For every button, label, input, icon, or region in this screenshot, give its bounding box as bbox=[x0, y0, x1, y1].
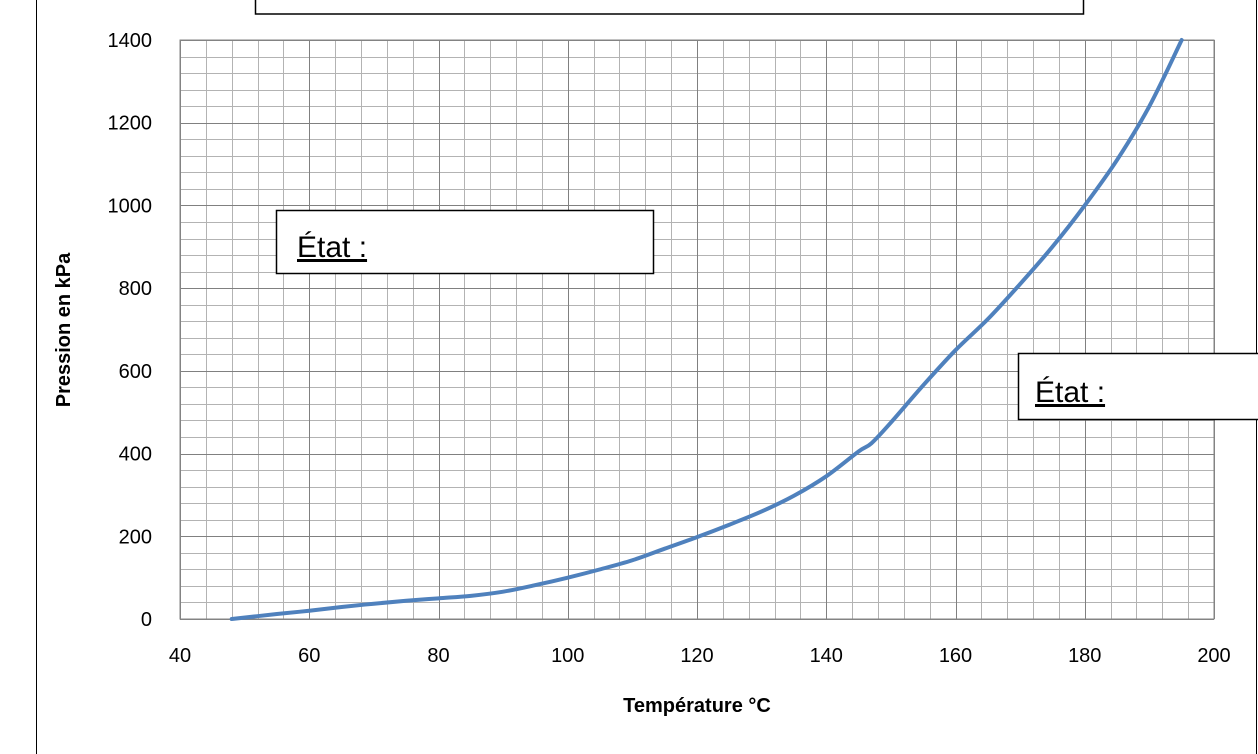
x-tick-label: 140 bbox=[810, 645, 843, 667]
series bbox=[229, 38, 1184, 621]
y-tick-label: 400 bbox=[119, 444, 152, 466]
state-box-right bbox=[1017, 352, 1258, 421]
x-tick-label: 160 bbox=[939, 645, 972, 667]
state-label-right: État : bbox=[1035, 376, 1105, 409]
state-box-left bbox=[275, 209, 655, 275]
tick-labels: 40 60 80 100 120 140 160 180 200 0 200 400 600 800 100… bbox=[108, 30, 1231, 667]
plot-area-border bbox=[179, 39, 1215, 620]
x-tick-label: 200 bbox=[1197, 645, 1230, 667]
y-tick-label: 200 bbox=[119, 526, 152, 548]
y-tick-label: 1200 bbox=[108, 113, 153, 135]
x-tick-label: 100 bbox=[551, 645, 584, 667]
y-tick-label: 0 bbox=[141, 609, 152, 631]
x-axis-title: Température °C bbox=[623, 695, 771, 717]
x-tick-label: 120 bbox=[680, 645, 713, 667]
y-tick-label: 1000 bbox=[108, 195, 153, 217]
state-annotation-left: État : bbox=[275, 209, 655, 275]
y-tick-label: 800 bbox=[119, 278, 152, 300]
state-label-left: État : bbox=[297, 231, 367, 264]
x-tick-label: 80 bbox=[427, 645, 449, 667]
x-tick-label: 60 bbox=[298, 645, 320, 667]
series-line-0 bbox=[229, 38, 1184, 621]
grid bbox=[180, 40, 1215, 620]
y-tick-label: 600 bbox=[119, 361, 152, 383]
x-tick-label: 40 bbox=[169, 645, 191, 667]
top-title-box bbox=[254, 0, 1085, 15]
y-tick-label: 1400 bbox=[108, 30, 153, 52]
y-axis-title: Pression en kPa bbox=[53, 252, 75, 407]
x-tick-label: 180 bbox=[1068, 645, 1101, 667]
state-annotation-right: État : bbox=[1017, 352, 1258, 421]
